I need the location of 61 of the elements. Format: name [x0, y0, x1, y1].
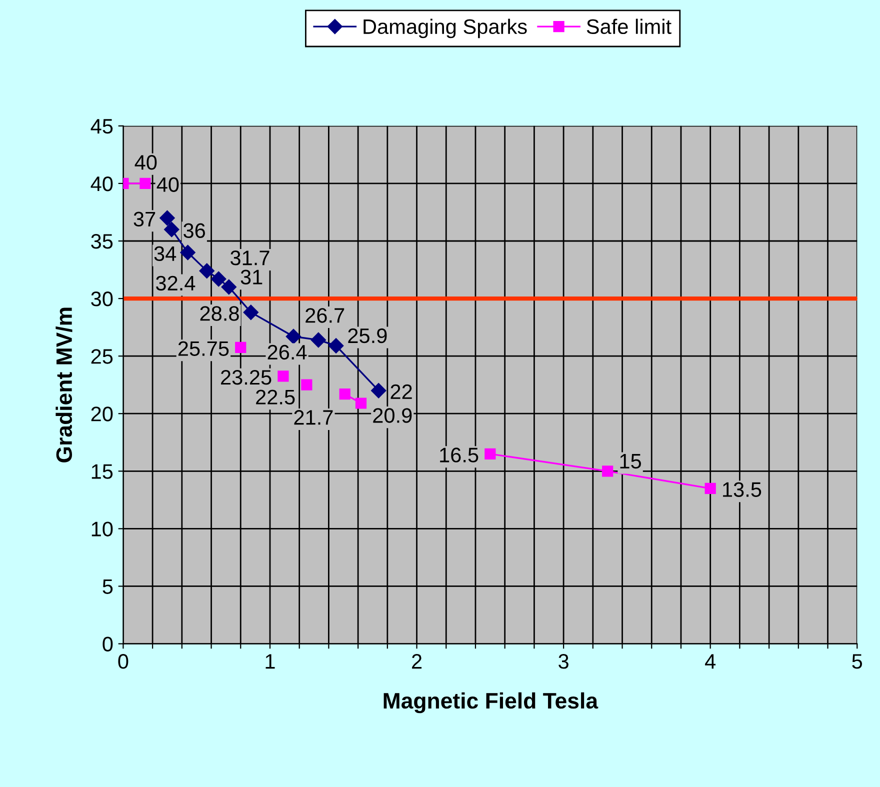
data-label: 28.8 [200, 306, 239, 321]
data-label: 22 [390, 384, 412, 399]
data-label: 22.5 [256, 390, 295, 404]
x-axis-title: Magnetic Field Tesla [384, 692, 598, 714]
data-label: 25.9 [348, 328, 387, 344]
point [211, 271, 226, 287]
data-label: 21.7 [294, 410, 333, 425]
x-tick-label: 2 [412, 654, 422, 669]
y-axis-title: Gradient MV/m [56, 308, 72, 462]
y-tick-label: 25 [91, 349, 113, 364]
data-label: 16.5 [440, 448, 478, 462]
data-label: 36 [184, 223, 206, 238]
y-tick-label: 35 [91, 234, 113, 249]
data-label: 40 [156, 177, 179, 192]
point [484, 448, 496, 460]
x-tick-label: 4 [705, 654, 716, 669]
x-tick-label: 1 [266, 654, 275, 669]
y-tick-label: 20 [91, 406, 113, 422]
x-tick-label: 0 [118, 654, 128, 669]
point [286, 328, 302, 344]
data-label: 31.7 [230, 250, 270, 266]
point [243, 304, 258, 320]
point [328, 338, 344, 354]
data-label: 32.4 [156, 276, 196, 291]
point [371, 383, 386, 398]
data-label: 23.25 [221, 370, 272, 385]
y-tick-label: 0 [102, 636, 113, 652]
point [199, 263, 214, 278]
point [221, 279, 236, 295]
data-label: 15 [620, 454, 641, 469]
point [160, 210, 175, 226]
point [301, 379, 312, 390]
x-tick-label: 3 [558, 654, 568, 669]
y-tick-label: 30 [91, 292, 113, 306]
data-label: 31 [240, 270, 262, 284]
y-tick-label: 40 [90, 176, 113, 192]
data-label: 26.4 [268, 344, 307, 360]
data-label: 20.9 [373, 408, 412, 423]
point [140, 178, 151, 190]
point [180, 244, 196, 260]
point [355, 398, 367, 409]
data-label: 13.5 [723, 482, 762, 497]
data-label: 40 [134, 155, 157, 170]
legend-label: Damaging Sparks [364, 18, 527, 38]
data-label: 37 [134, 212, 156, 227]
point [704, 482, 716, 494]
y-tick-label: 5 [102, 579, 113, 594]
x-tick-label: 5 [852, 654, 862, 669]
point [602, 466, 614, 477]
point [164, 222, 180, 238]
data-label: 34 [154, 246, 176, 262]
y-tick-label: 15 [92, 464, 113, 479]
point [235, 342, 246, 353]
legend-label: Safe limit [586, 18, 672, 34]
y-tick-label: 45 [90, 119, 113, 134]
data-label: 25.75 [178, 341, 229, 356]
point [339, 388, 350, 400]
point [310, 332, 326, 348]
y-tick-label: 10 [92, 522, 113, 536]
data-label: 26.7 [306, 308, 344, 323]
point [278, 370, 289, 382]
